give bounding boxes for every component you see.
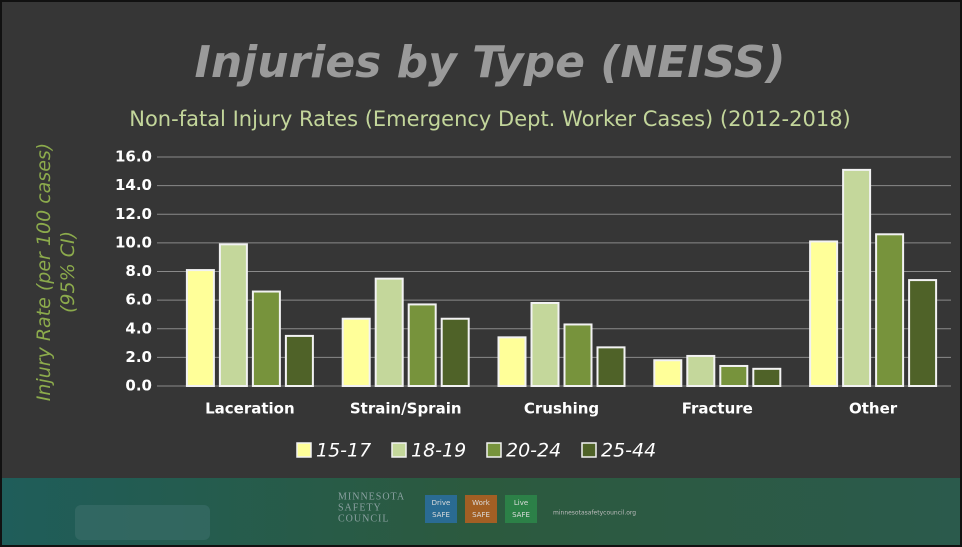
y-tick-label: 14.0 [115, 176, 152, 194]
bar [407, 303, 437, 388]
y-axis-title: Injury Rate (per 100 cases) (95% CI) [33, 143, 79, 401]
bar [875, 233, 905, 387]
y-axis-title-line: Injury Rate (per 100 cases) [33, 143, 55, 401]
bar [218, 243, 248, 387]
x-tick-label: Strain/Sprain [350, 400, 462, 418]
org-name: SAFETY [338, 502, 382, 513]
bar [251, 290, 281, 388]
y-tick-label: 10.0 [115, 233, 152, 251]
bar [374, 277, 404, 387]
badge-text: SAFE [512, 511, 530, 519]
bar [284, 334, 314, 387]
legend-swatch [391, 442, 407, 458]
badge-text: Work [472, 499, 491, 507]
bar [530, 301, 560, 387]
badge [425, 495, 457, 523]
bar [719, 364, 749, 387]
x-tick-label: Laceration [205, 400, 295, 418]
x-tick-label: Fracture [682, 400, 753, 418]
badge-text: SAFE [432, 511, 450, 519]
legend: 15-17 18-19 20-24 25-44 [296, 440, 656, 462]
org-name: COUNCIL [338, 513, 389, 524]
y-tick-label: 12.0 [115, 205, 152, 223]
y-tick-label: 6.0 [125, 291, 152, 309]
badge [505, 495, 537, 523]
y-tick-label: 2.0 [125, 348, 152, 366]
org-name: MINNESOTA [338, 491, 405, 502]
bar [497, 336, 527, 387]
bar [563, 323, 593, 387]
bar [752, 367, 782, 388]
legend-swatch [296, 442, 312, 458]
y-axis-title-line: (95% CI) [57, 231, 79, 313]
x-tick-label: Crushing [524, 400, 599, 418]
footer-url: minnesotasafetycouncil.org [553, 510, 636, 517]
legend-label: 18-19 [411, 440, 466, 462]
bar [686, 354, 716, 388]
y-axis-label: Injury Rate (per 100 cases) (95% CI) [33, 143, 79, 401]
badge-text: Drive [432, 499, 451, 507]
bar [908, 279, 938, 387]
footer-shape [75, 505, 210, 540]
legend-label: 25-44 [601, 440, 656, 462]
bar [440, 317, 470, 388]
chart-title: Injuries by Type (NEISS) [194, 37, 785, 88]
legend-swatch [581, 442, 597, 458]
bar [185, 269, 215, 388]
plot: 0.0 2.0 4.0 6.0 8.0 10.0 12.0 14.0 16.0 Laceratio… [115, 148, 951, 418]
badge-text: SAFE [472, 511, 490, 519]
badge-text: Live [514, 499, 528, 507]
y-tick-label: 0.0 [125, 377, 152, 395]
bar [341, 317, 371, 388]
bar [596, 346, 626, 388]
y-tick-label: 16.0 [115, 148, 152, 166]
y-tick-label: 8.0 [125, 262, 152, 280]
legend-label: 20-24 [506, 440, 561, 462]
chart-subtitle: Non-fatal Injury Rates (Emergency Dept. … [129, 107, 851, 131]
x-tick-label: Other [849, 400, 898, 418]
bar [809, 240, 839, 387]
badge [465, 495, 497, 523]
bar [653, 359, 683, 387]
legend-swatch [486, 442, 502, 458]
bar [842, 168, 872, 387]
legend-label: 15-17 [316, 440, 371, 462]
y-tick-label: 4.0 [125, 319, 152, 337]
